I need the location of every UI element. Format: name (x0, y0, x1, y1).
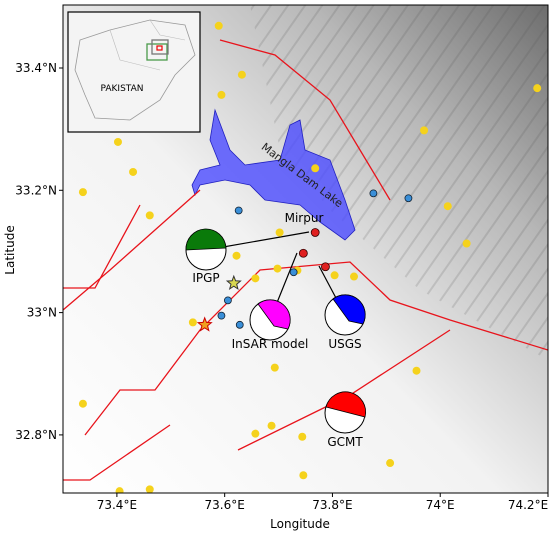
beachball-fill (185, 228, 227, 251)
event-point (330, 271, 339, 280)
event-point (129, 167, 138, 176)
mechanism-label: GCMT (327, 435, 363, 449)
event-point (270, 363, 279, 372)
y-tick-label: 32.8°N (15, 428, 57, 442)
blue-event-point (223, 296, 232, 305)
event-point (386, 459, 395, 468)
blue-event-point (235, 320, 244, 329)
event-point (533, 84, 542, 93)
ridges (250, 5, 548, 360)
lake (191, 108, 356, 241)
mechanism-label: InSAR model (232, 337, 309, 351)
event-point (115, 487, 124, 493)
x-axis-title: Longitude (270, 517, 330, 531)
x-tick-label: 73.6°E (205, 498, 245, 512)
event-point (78, 188, 87, 197)
event-point (78, 399, 87, 408)
fault (63, 424, 171, 481)
y-tick-label: 33°N (27, 306, 57, 320)
event-point (217, 90, 226, 99)
marks (78, 21, 542, 493)
beachball-fill (332, 294, 366, 325)
fault (63, 204, 141, 289)
event-point (113, 137, 122, 146)
y-tick-label: 33.2°N (15, 183, 57, 197)
red-event-point (298, 248, 308, 258)
red-event-point (310, 228, 320, 237)
epicenter-star (196, 316, 213, 332)
event-point (420, 126, 429, 135)
plot-frame (62, 4, 549, 494)
event-point (412, 366, 421, 375)
event-point (311, 164, 320, 173)
event-point (443, 202, 452, 211)
event-point (273, 264, 282, 273)
x-tick-label: 74.2°E (508, 498, 548, 512)
x-tick-label: 73.4°E (97, 498, 137, 512)
blue-event-point (404, 194, 413, 203)
inset: PAKISTAN (67, 11, 201, 133)
event-point (232, 251, 241, 260)
event-point (145, 211, 154, 220)
blue-event-point (369, 189, 378, 198)
plot-area (63, 5, 548, 493)
epicenter-star (225, 274, 242, 291)
x-tick-label: 73.8°E (312, 498, 352, 512)
event-point (188, 318, 197, 327)
fault (63, 189, 201, 311)
mechanism-label: USGS (328, 337, 361, 351)
fault (219, 39, 391, 201)
beachball-fill (325, 391, 366, 418)
event-point (275, 228, 284, 237)
event-point (145, 485, 154, 493)
event-point (350, 272, 358, 281)
event-point (298, 432, 307, 441)
y-axis-title: Latitude (3, 225, 17, 274)
event-point (462, 239, 471, 248)
y-tick-label: 33.4°N (15, 61, 57, 75)
event-point (299, 471, 308, 480)
event-point (251, 429, 260, 438)
event-point (251, 274, 260, 283)
red-event-point (321, 262, 330, 272)
mechanism-label: IPGP (192, 271, 219, 285)
blue-event-point (217, 311, 226, 320)
blue-event-point (289, 268, 298, 277)
beachball-fill (257, 299, 291, 330)
event-point (214, 21, 223, 30)
city-label: Mirpur (285, 211, 324, 225)
blue-event-point (234, 206, 243, 215)
fault (84, 261, 548, 436)
x-tick-label: 74°E (426, 498, 455, 512)
event-point (237, 70, 246, 79)
event-point (267, 421, 276, 430)
inset-label: PAKISTAN (101, 84, 144, 94)
